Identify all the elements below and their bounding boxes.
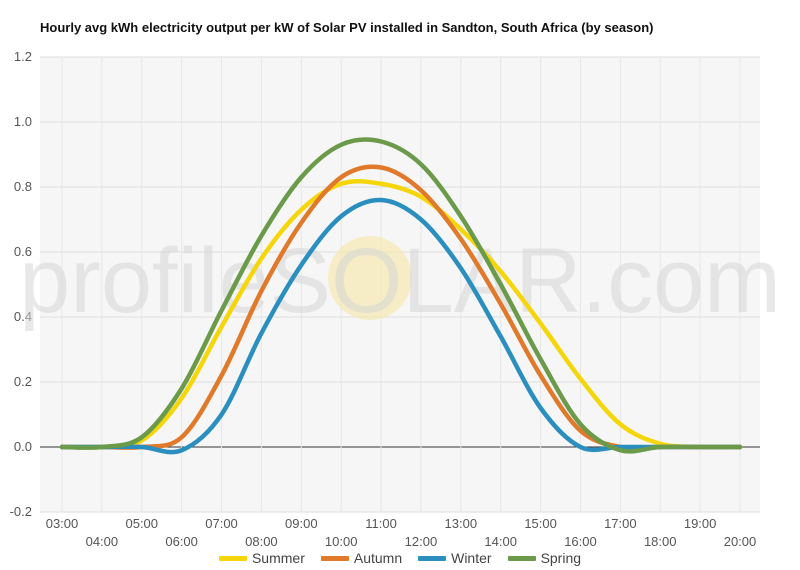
- x-tick-label: 15:00: [524, 516, 557, 531]
- legend-item-spring[interactable]: Spring: [507, 550, 582, 566]
- legend-item-summer[interactable]: Summer: [218, 550, 305, 566]
- legend-swatch: [218, 555, 247, 561]
- series-line-spring: [59, 137, 743, 454]
- legend-item-winter[interactable]: Winter: [418, 550, 492, 566]
- x-tick-label: 13:00: [445, 516, 478, 531]
- x-tick-label: 04:00: [86, 534, 119, 549]
- legend: Summer Autumn Winter Spring: [0, 550, 800, 566]
- y-tick-label: 0.4: [14, 309, 32, 324]
- x-tick-label: 18:00: [644, 534, 677, 549]
- legend-swatch: [320, 555, 349, 561]
- legend-swatch: [418, 555, 447, 561]
- x-tick-label: 19:00: [684, 516, 717, 531]
- watermark-text: profileSOLAR.com: [19, 230, 781, 332]
- x-tick-label: 09:00: [285, 516, 318, 531]
- y-tick-label: 0.0: [14, 439, 32, 454]
- y-tick-label: 1.2: [14, 49, 32, 64]
- y-tick-label: 0.8: [14, 179, 32, 194]
- x-tick-label: 12:00: [405, 534, 438, 549]
- x-tick-label: 08:00: [245, 534, 278, 549]
- plot-area: -0.2 0.0 0.2 0.4 0.6 0.8 1.0 1.2 profileSOLAR.co…: [10, 49, 781, 549]
- x-tick-label: 03:00: [46, 516, 79, 531]
- series-line-winter: [59, 197, 743, 455]
- x-tick-label: 10:00: [325, 534, 358, 549]
- watermark-sun: [328, 236, 412, 320]
- y-tick-label: 0.2: [14, 374, 32, 389]
- y-tick-label: 1.0: [14, 114, 32, 129]
- x-tick-label: 20:00: [724, 534, 757, 549]
- x-tick-label: 17:00: [604, 516, 637, 531]
- legend-item-autumn[interactable]: Autumn: [320, 550, 403, 566]
- legend-label: Winter: [451, 550, 492, 566]
- y-tick-label: -0.2: [10, 504, 32, 519]
- x-tick-label: 06:00: [165, 534, 198, 549]
- watermark: profileSOLAR.com: [19, 230, 781, 332]
- x-tick-label: 16:00: [564, 534, 597, 549]
- legend-label: Spring: [540, 550, 582, 566]
- legend-label: Autumn: [353, 550, 403, 566]
- y-tick-label: 0.6: [14, 244, 32, 259]
- x-tick-label: 11:00: [365, 516, 397, 531]
- x-tick-label: 14:00: [484, 534, 517, 549]
- series-line-summer: [59, 179, 743, 450]
- chart-title: Hourly avg kWh electricity output per kW…: [40, 20, 654, 35]
- legend-label: Summer: [251, 550, 305, 566]
- x-tick-label: 05:00: [125, 516, 158, 531]
- x-tick-label: 07:00: [205, 516, 238, 531]
- legend-swatch: [507, 555, 536, 561]
